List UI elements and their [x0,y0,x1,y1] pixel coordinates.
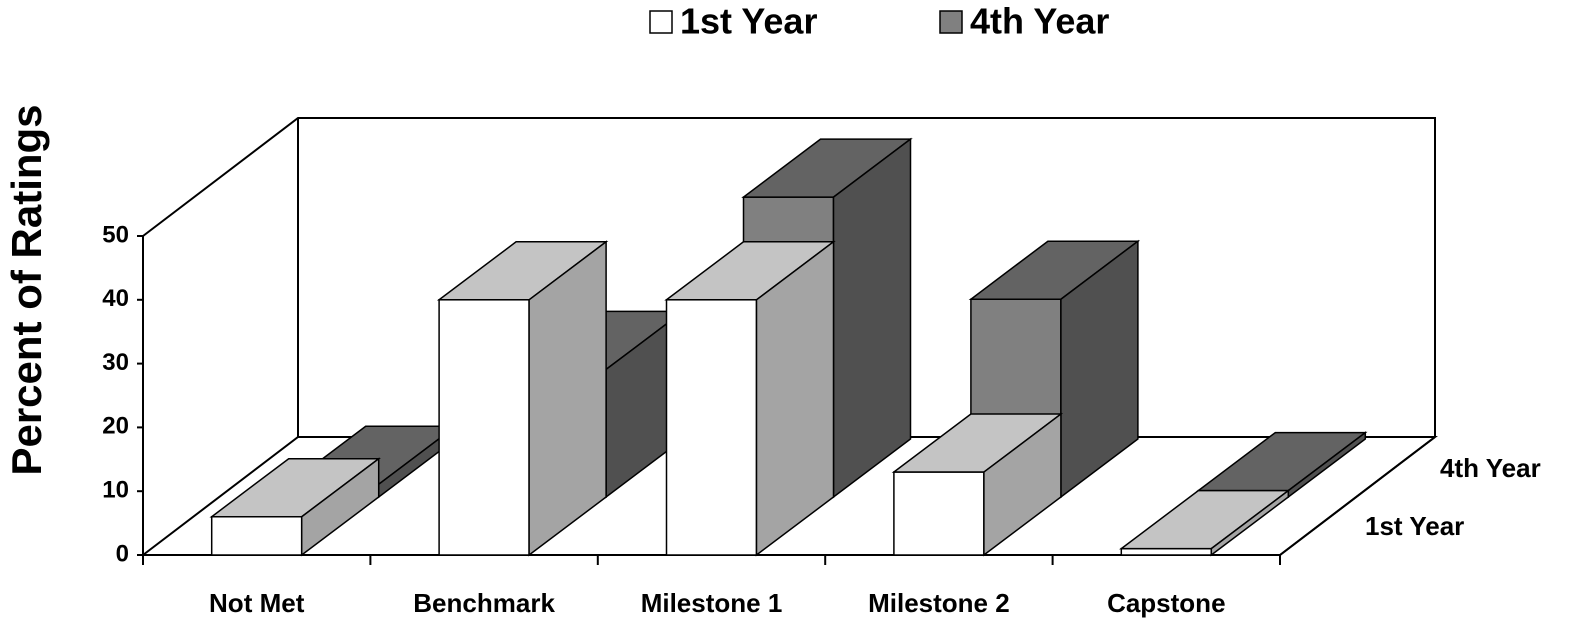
y-tick-label: 10 [102,477,129,504]
bar-front [438,299,530,556]
y-tick-label: 20 [102,413,129,440]
bar-side [300,457,380,557]
legend-label: 4th Year [970,1,1109,42]
bar-front [210,515,303,556]
bar-side [832,137,912,499]
y-tick-label: 30 [102,349,129,376]
depth-label: 1st Year [1365,511,1464,541]
x-tick-label: Milestone 2 [868,588,1010,618]
depth-label: 4th Year [1440,453,1541,483]
bar-side [755,240,835,557]
x-tick-label: Not Met [209,588,305,618]
x-tick-label: Benchmark [413,588,555,618]
bar-side [528,240,607,557]
bar-top [1119,489,1291,550]
bar-front [665,299,758,556]
bar-front [893,471,985,556]
bar-front [1120,547,1213,556]
bar-side [983,412,1062,557]
legend-swatch [939,10,963,34]
back-wall [142,117,1436,437]
legend-swatch [649,10,673,34]
x-tick-label: Milestone 1 [641,588,783,618]
legend-label: 1st Year [680,1,817,42]
bar-top [1196,431,1368,492]
x-tick-label: Capstone [1107,588,1225,618]
y-tick-label: 40 [102,285,129,312]
depth-axis [1279,436,1436,556]
y-tick-label: 0 [116,540,129,567]
y-tick-label: 50 [102,221,129,248]
bar-side [1210,489,1290,557]
y-axis-label: Percent of Ratings [3,104,50,475]
